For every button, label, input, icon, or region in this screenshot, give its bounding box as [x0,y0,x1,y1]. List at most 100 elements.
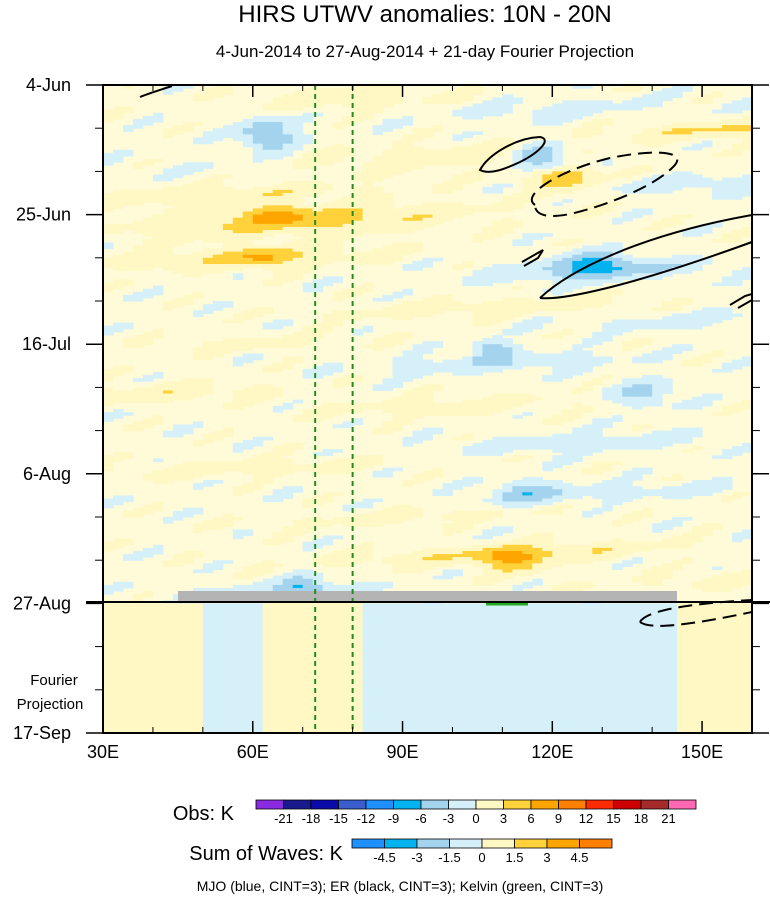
anomaly-cell [652,263,663,268]
anomaly-cell [722,498,733,503]
anomaly-cell [262,196,274,200]
anomaly-cell [402,442,414,447]
anomaly-cell [192,378,204,382]
anomaly-cell [412,214,424,219]
anomaly-cell [332,365,344,370]
anomaly-cell [162,479,174,484]
anomaly-cell [532,165,543,169]
anomaly-cell [442,149,454,154]
anomaly-cell [732,365,743,370]
anomaly-cell [502,393,513,398]
anomaly-cell [342,421,354,426]
anomaly-cell [462,152,474,157]
anomaly-cell [142,220,154,225]
anomaly-cell [452,208,464,213]
anomaly-cell [342,409,354,413]
anomaly-cell [222,85,234,89]
anomaly-cell [342,405,354,410]
anomaly-cell [392,208,404,213]
anomaly-cell [512,458,523,463]
anomaly-cell [732,128,743,132]
anomaly-cell [532,109,543,114]
anomaly-cell [342,88,354,92]
anomaly-cell [732,152,743,157]
anomaly-cell [522,297,533,302]
anomaly-cell [262,223,274,228]
anomaly-cell [492,501,503,506]
anomaly-cell [572,307,583,311]
anomaly-cell [642,168,653,172]
anomaly-cell [742,446,752,450]
anomaly-cell [272,149,284,154]
anomaly-cell [202,353,214,358]
anomaly-cell [152,418,164,422]
anomaly-cell [242,439,254,444]
anomaly-cell [522,399,533,404]
anomaly-cell [232,263,244,268]
anomaly-cell [262,476,274,481]
anomaly-cell [452,202,464,206]
anomaly-cell [492,233,503,237]
anomaly-cell [582,439,593,444]
anomaly-cell [322,402,334,407]
anomaly-cell [152,239,164,243]
anomaly-cell [412,387,424,392]
anomaly-cell [103,399,114,404]
anomaly-cell [602,554,613,558]
anomaly-cell [382,217,394,222]
anomaly-cell [512,396,523,401]
anomaly-cell [652,359,663,364]
anomaly-cell [492,399,503,404]
anomaly-cell [362,520,374,524]
anomaly-cell [352,171,364,176]
anomaly-cell [742,128,752,132]
anomaly-cell [552,260,563,265]
anomaly-cell [422,433,434,438]
anomaly-cell [162,174,174,179]
anomaly-cell [352,94,364,98]
anomaly-cell [642,134,653,139]
anomaly-cell [332,409,344,413]
anomaly-cell [512,538,523,543]
anomaly-cell [502,541,513,546]
anomaly-cell [542,554,553,558]
anomaly-cell [182,233,194,237]
anomaly-cell [122,263,134,268]
anomaly-cell [632,513,643,518]
anomaly-cell [442,183,454,188]
anomaly-cell [322,236,334,240]
anomaly-cell [582,248,593,253]
anomaly-cell [332,88,344,92]
anomaly-cell [522,557,533,561]
anomaly-cell [402,146,414,151]
anomaly-cell [652,319,663,324]
anomaly-cell [582,180,593,185]
anomaly-cell [362,106,374,111]
anomaly-cell [592,430,603,435]
anomaly-cell [103,378,114,382]
anomaly-cell [722,307,733,311]
anomaly-cell [522,319,533,324]
anomaly-cell [582,554,593,558]
anomaly-cell [672,439,683,444]
anomaly-cell [652,134,663,139]
anomaly-cell [512,587,523,592]
anomaly-cell [582,297,593,302]
anomaly-cell [262,208,274,213]
anomaly-cell [272,140,284,145]
anomaly-cell [452,152,464,157]
anomaly-cell [252,149,264,154]
anomaly-cell [392,378,404,382]
anomaly-cell [602,464,613,469]
anomaly-cell [292,529,304,534]
anomaly-cell [672,436,683,441]
anomaly-cell [202,378,214,382]
anomaly-cell [122,557,134,561]
anomaly-cell [192,122,204,126]
anomaly-cell [362,91,374,95]
anomaly-cell [172,226,184,231]
anomaly-cell [242,131,254,135]
anomaly-cell [522,350,533,355]
anomaly-cell [402,510,414,515]
anomaly-cell [332,470,344,475]
